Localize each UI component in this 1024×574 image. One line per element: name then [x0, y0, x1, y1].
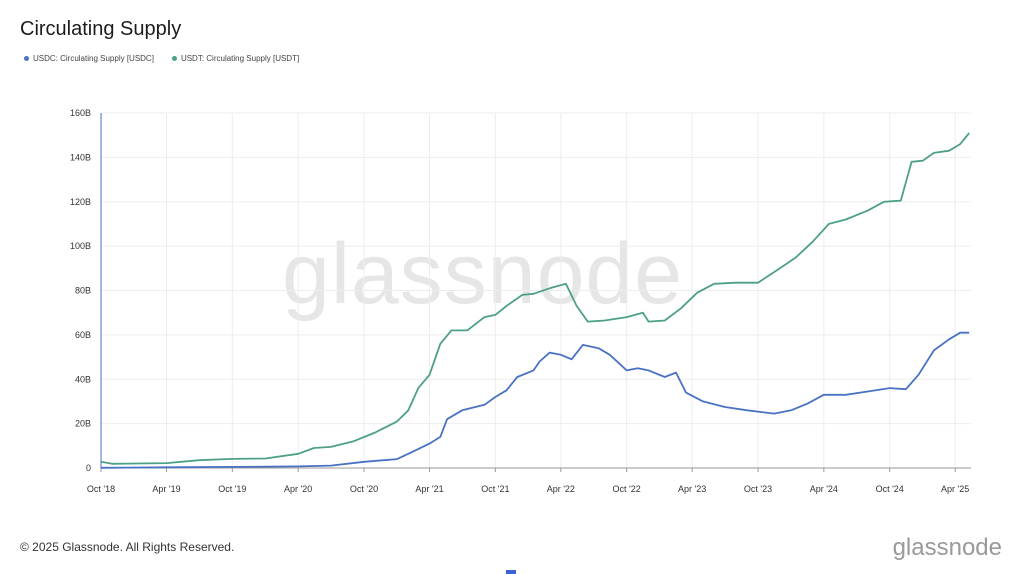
- legend: USDC: Circulating Supply [USDC] USDT: Ci…: [24, 54, 299, 63]
- x-tick-label: Apr '25: [941, 484, 969, 494]
- x-tick-label: Apr '21: [415, 484, 443, 494]
- legend-label-usdt: USDT: Circulating Supply [USDT]: [180, 54, 300, 63]
- x-tick-label: Apr '19: [152, 484, 180, 494]
- y-tick-label: 120B: [70, 197, 91, 207]
- x-tick-label: Oct '24: [876, 484, 904, 494]
- series-line-usdc: [100, 331, 970, 469]
- y-tick-label: 140B: [70, 152, 91, 162]
- y-tick-label: 160B: [70, 108, 91, 118]
- y-tick-label: 40B: [75, 374, 91, 384]
- legend-label-usdc: USDC: Circulating Supply [USDC]: [33, 54, 154, 63]
- brand-logo: glassnode: [892, 534, 1002, 561]
- x-tick-label: Apr '24: [810, 484, 838, 494]
- page-indicator[interactable]: [506, 570, 516, 574]
- x-tick-label: Apr '22: [547, 484, 575, 494]
- legend-marker-usdc: [24, 56, 29, 61]
- legend-marker-usdt: [171, 56, 177, 61]
- series-line-usdt: [100, 132, 970, 465]
- x-tick-label: Oct '23: [744, 484, 772, 494]
- y-tick-label: 100B: [70, 241, 91, 251]
- x-tick-label: Oct '19: [218, 484, 246, 494]
- x-tick-label: Oct '20: [350, 484, 378, 494]
- x-tick-label: Apr '23: [678, 484, 706, 494]
- y-tick-label: 20B: [75, 419, 91, 429]
- copyright-text: © 2025 Glassnode. All Rights Reserved.: [20, 540, 235, 554]
- y-tick-label: 60B: [75, 330, 91, 340]
- x-tick-label: Oct '22: [613, 484, 641, 494]
- y-tick-label: 80B: [75, 286, 91, 296]
- x-tick-label: Oct '18: [87, 484, 115, 494]
- legend-item-usdc[interactable]: USDC: Circulating Supply [USDC]: [24, 54, 154, 63]
- legend-item-usdt[interactable]: USDT: Circulating Supply [USDT]: [171, 54, 300, 63]
- x-tick-label: Oct '21: [481, 484, 509, 494]
- chart-title: Circulating Supply: [20, 18, 182, 40]
- y-tick-label: 0: [86, 463, 91, 473]
- x-tick-label: Apr '20: [284, 484, 312, 494]
